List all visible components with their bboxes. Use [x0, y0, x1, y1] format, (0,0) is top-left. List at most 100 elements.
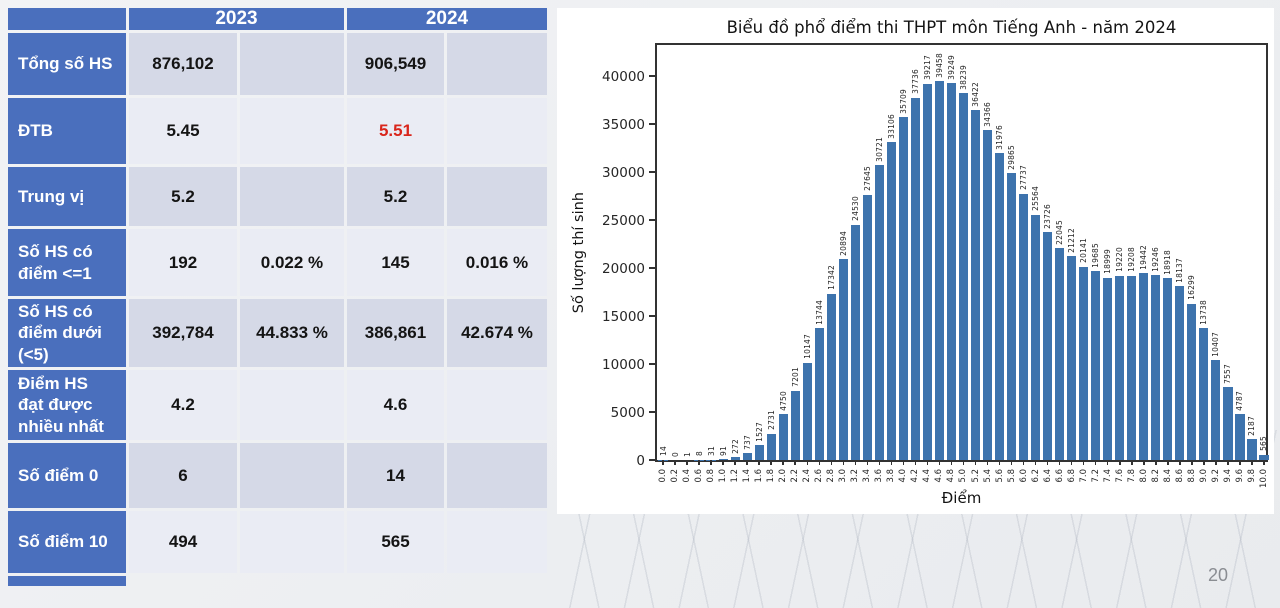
x-tick-label: 4.6 — [933, 469, 945, 483]
x-tick-mark — [794, 460, 796, 465]
x-tick-label: 8.4 — [1162, 469, 1174, 483]
x-tick-label: 3.8 — [885, 469, 897, 483]
x-tick-mark — [926, 460, 929, 465]
bar-value-label: 91 — [717, 446, 729, 456]
x-tick-mark — [1022, 460, 1025, 465]
x-tick-text: 8.2 — [1150, 469, 1161, 483]
bar-value-text: 17342 — [826, 265, 836, 291]
bar-value-text: 25564 — [1031, 186, 1041, 212]
x-tick-mark — [710, 460, 712, 465]
histogram-bar — [1006, 173, 1017, 460]
y-tick-label: 30000 — [602, 165, 645, 181]
bar-value-label: 18999 — [1102, 249, 1114, 274]
bar-value-label: 13738 — [1198, 300, 1210, 325]
x-tick-label: 3.2 — [849, 469, 861, 483]
bar-value-text: 16299 — [1187, 275, 1197, 301]
histogram-bar — [982, 130, 993, 460]
year-2024-header: 2024 — [347, 8, 547, 30]
histogram-bar — [946, 83, 957, 460]
y-tick-label: 35000 — [602, 117, 645, 133]
x-tick-text: 0.0 — [658, 469, 668, 483]
x-tick-label: 9.4 — [1222, 469, 1234, 483]
row-header-cell: Số HS có điểm dưới (<5) — [8, 299, 126, 367]
bar-value-text: 39217 — [922, 55, 932, 81]
x-tick-mark — [698, 460, 700, 465]
x-tick-mark — [1203, 460, 1205, 465]
histogram-bar — [1163, 278, 1173, 460]
value-cell: 42.674 % — [447, 299, 547, 367]
histogram-bar — [1247, 439, 1257, 460]
bar-value-label: 4787 — [1234, 391, 1246, 411]
histogram-bar — [1139, 273, 1149, 460]
bar-value-label: 17342 — [825, 265, 837, 290]
y-tick-mark — [649, 171, 657, 173]
x-tick-text: 1.2 — [730, 469, 741, 483]
x-tick-label: 2.2 — [789, 469, 801, 483]
histogram-bar — [718, 459, 728, 460]
x-tick-text: 6.6 — [1054, 469, 1065, 483]
x-tick-text: 4.2 — [910, 469, 921, 483]
x-tick-mark — [662, 460, 664, 465]
histogram-bar — [778, 414, 788, 460]
corner-cell — [8, 8, 126, 30]
bar-value-label: 19685 — [1090, 243, 1102, 268]
value-cell — [447, 443, 547, 508]
x-tick-text: 2.0 — [778, 469, 789, 483]
histogram-bar — [970, 110, 981, 460]
bar-value-text: 19442 — [1139, 245, 1149, 270]
row-header-cell: Điểm HS đạt được nhiều nhất — [8, 370, 126, 440]
histogram-bar — [874, 165, 884, 460]
x-tick-text: 0.6 — [694, 469, 705, 483]
value-cell — [240, 511, 344, 573]
bar-value-text: 10407 — [1211, 331, 1221, 357]
x-tick-text: 7.4 — [1102, 469, 1113, 483]
x-tick-mark — [1167, 460, 1169, 465]
x-tick-mark — [830, 460, 833, 465]
x-tick-label: 8.6 — [1174, 469, 1186, 483]
x-tick-label: 1.2 — [729, 469, 741, 483]
x-tick-mark — [890, 460, 893, 465]
value-cell — [447, 167, 547, 226]
x-tick-mark — [866, 460, 869, 465]
bar-value-text: 7201 — [790, 367, 800, 388]
bar-value-text: 1 — [682, 451, 692, 457]
value-cell: 392,784 — [129, 299, 237, 367]
bar-value-text: 29865 — [1007, 144, 1017, 170]
y-tick-label: 25000 — [602, 213, 645, 229]
x-tick-mark — [1215, 460, 1217, 465]
table-row: Số HS có điểm dưới (<5) 392,784 44.833 % 38… — [8, 299, 547, 367]
x-tick-label: 9.6 — [1234, 469, 1246, 483]
x-tick-text: 6.2 — [1030, 469, 1041, 483]
x-tick-label: 5.4 — [982, 469, 994, 483]
x-tick-label: 5.6 — [994, 469, 1006, 483]
histogram-bar — [958, 92, 969, 460]
bar-value-text: 35709 — [898, 88, 908, 114]
bar-value-label: 18137 — [1174, 258, 1186, 283]
y-tick-mark — [649, 267, 657, 269]
x-tick-label: 9.8 — [1246, 469, 1258, 483]
x-tick-text: 2.4 — [802, 469, 813, 483]
histogram-bar — [790, 390, 800, 460]
y-tick-mark — [649, 75, 657, 77]
value-cell: 44.833 % — [240, 299, 344, 367]
histogram-bar — [838, 259, 848, 460]
x-tick-text: 8.4 — [1162, 469, 1173, 483]
value-cell: 0.016 % — [447, 229, 547, 296]
bar-value-text: 20894 — [838, 231, 848, 256]
bar-value-label: 20141 — [1078, 238, 1090, 263]
x-tick-mark — [770, 460, 772, 465]
x-tick-text: 5.6 — [994, 469, 1005, 483]
bar-value-label: 4750 — [777, 391, 789, 411]
bar-value-text: 37736 — [910, 69, 920, 95]
x-tick-mark — [1119, 460, 1121, 465]
histogram-bar — [1199, 328, 1209, 460]
bar-value-text: 30721 — [874, 136, 884, 162]
x-tick-text: 5.2 — [970, 469, 981, 483]
x-tick-mark — [1131, 460, 1133, 465]
x-tick-mark — [1191, 460, 1193, 465]
value-cell: 145 — [347, 229, 444, 296]
x-tick-text: 6.8 — [1066, 469, 1077, 483]
y-tick-mark — [649, 315, 657, 317]
histogram-bar — [802, 362, 812, 460]
bar-value-text: 20141 — [1079, 238, 1089, 264]
